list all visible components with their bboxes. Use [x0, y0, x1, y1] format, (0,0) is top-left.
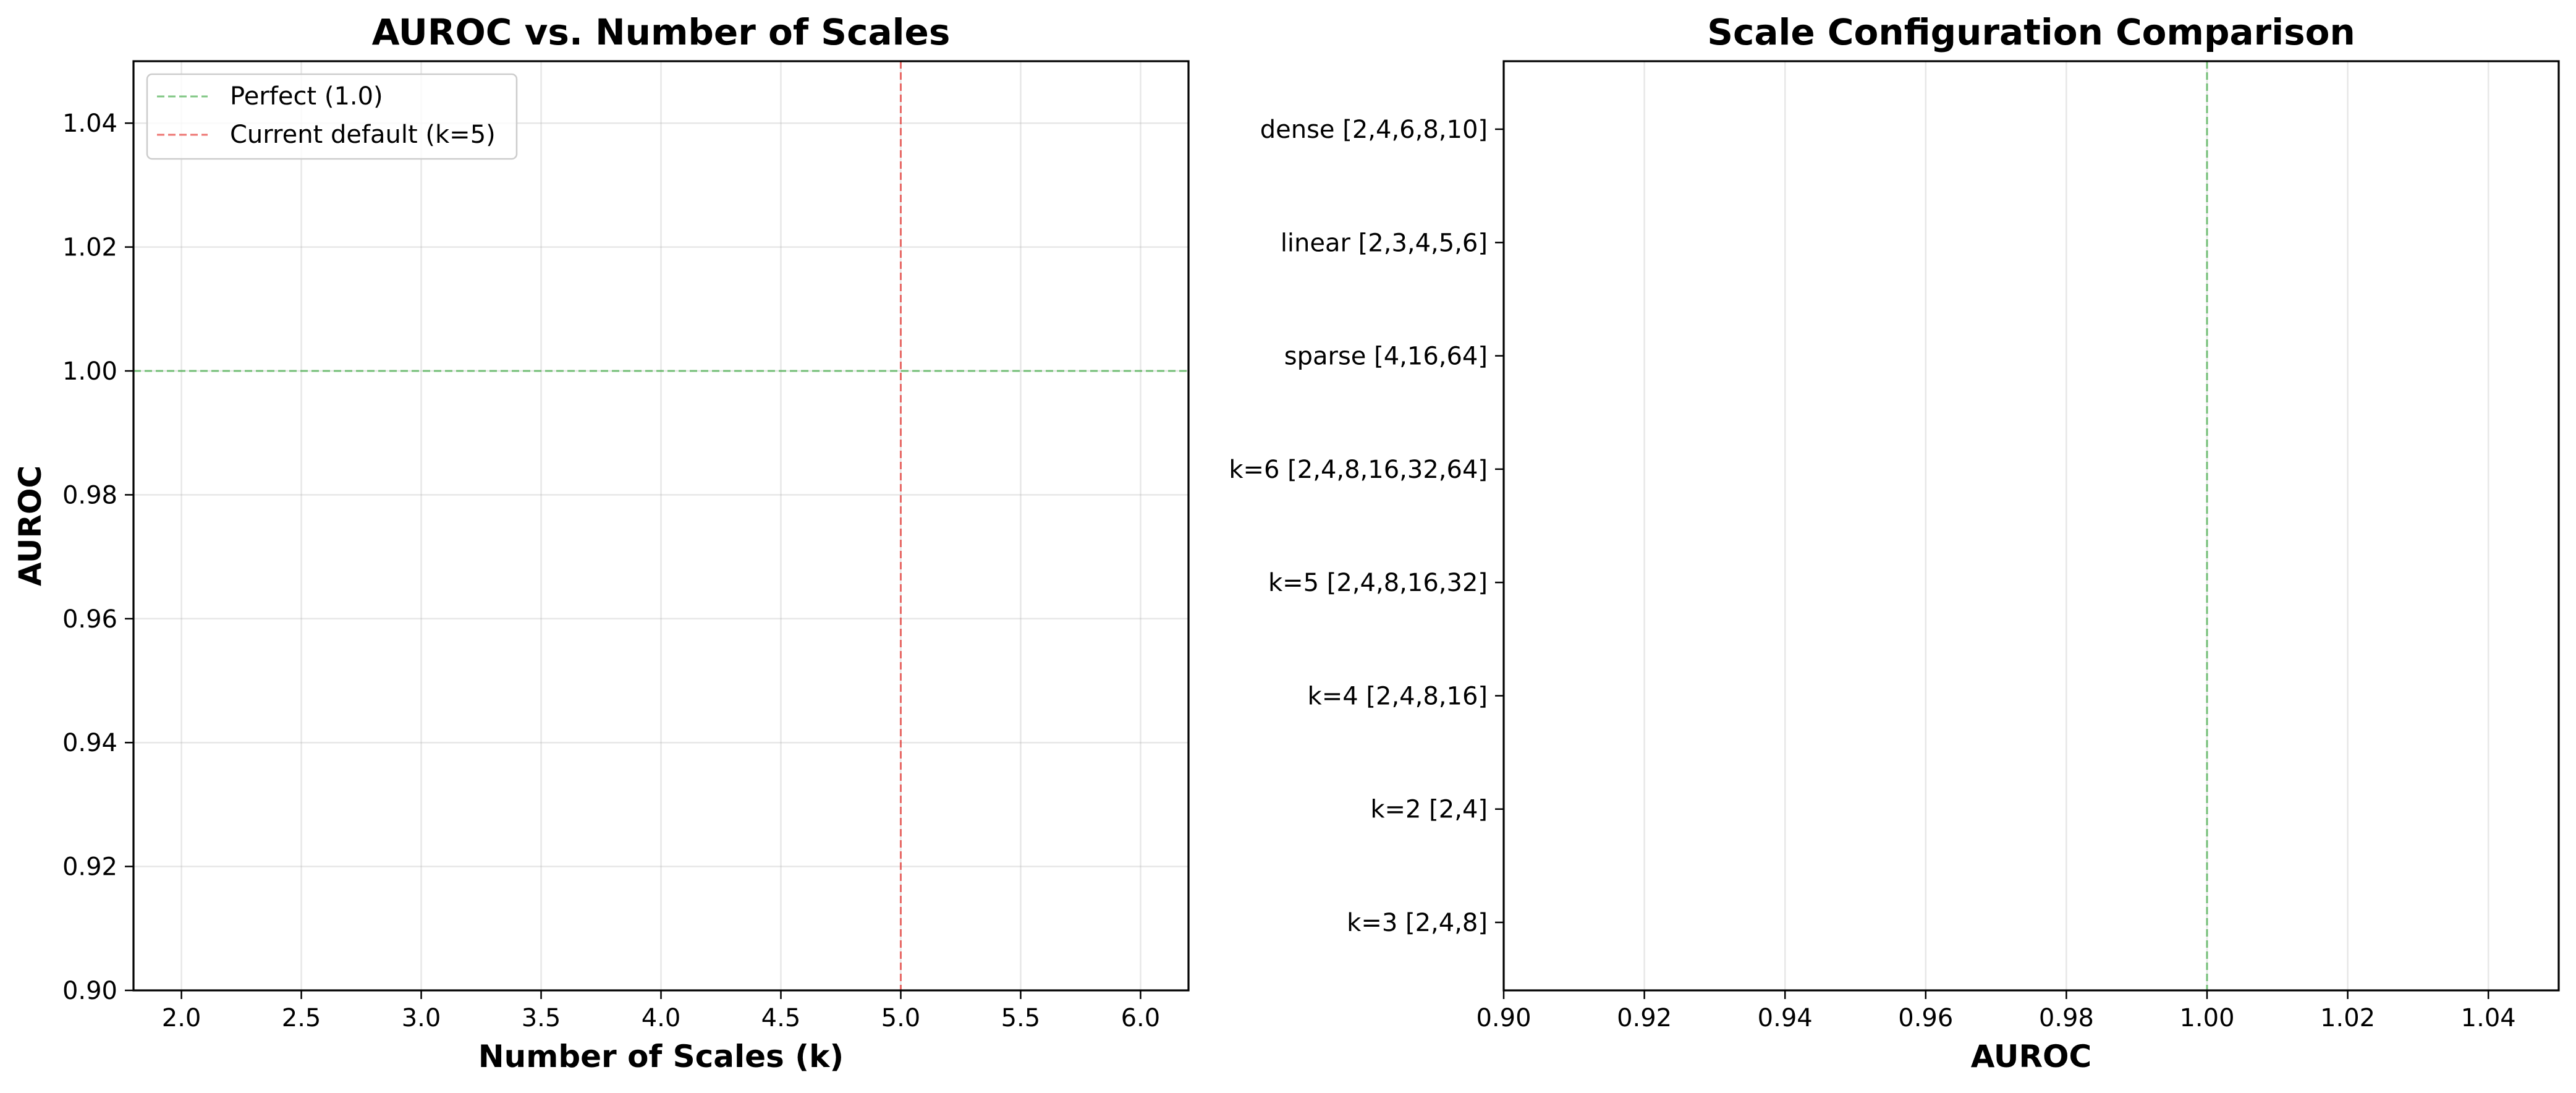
y-tick-label: 0.94 [62, 729, 117, 757]
x-tick-label: 5.0 [881, 1004, 921, 1032]
x-tick-label: 3.5 [522, 1004, 561, 1032]
x-tick-label: 0.96 [1898, 1004, 1953, 1032]
y-tick-label: 1.04 [62, 109, 117, 138]
x-axis-ticks: 2.0 2.5 3.0 3.5 4.0 4.5 5.0 5.5 6.0 [162, 990, 1160, 1032]
chart-title: AUROC vs. Number of Scales [372, 11, 951, 53]
y-tick-label: 0.98 [62, 481, 117, 509]
plot-area [1504, 61, 2559, 990]
y-tick-label: 1.00 [62, 357, 117, 386]
x-tick-label: 6.0 [1121, 1004, 1161, 1032]
y-tick-label: 0.92 [62, 853, 117, 882]
y-axis-ticks: 0.90 0.92 0.94 0.96 0.98 1.00 1.02 1.04 [62, 109, 133, 1005]
plot-area [133, 61, 1188, 990]
x-tick-label: 4.0 [642, 1004, 681, 1032]
category-label-k-5-2-4-8-16-32: k=5 [2,4,8,16,32] [1268, 569, 1488, 597]
category-label-k-6-2-4-8-16-32-64: k=6 [2,4,8,16,32,64] [1229, 456, 1488, 484]
category-label-dense-2-4-6-8-10: dense [2,4,6,8,10] [1260, 116, 1488, 144]
legend-label-perfect: Perfect (1.0) [230, 82, 383, 111]
category-label-k-2-2-4: k=2 [2,4] [1370, 796, 1488, 824]
category-label-k-4-2-4-8-16: k=4 [2,4,8,16] [1308, 682, 1488, 710]
x-tick-label: 4.5 [761, 1004, 801, 1032]
category-ticks: k=3 [2,4,8] k=2 [2,4] k=4 [2,4,8,16] k=5 [2… [1229, 116, 1504, 937]
reference-lines [133, 61, 1188, 990]
scale-configuration-chart: 0.90 0.92 0.94 0.96 0.98 1.00 1.02 1.04 k=3 [2,… [1229, 11, 2560, 1074]
chart-title: Scale Configuration Comparison [1707, 11, 2355, 53]
x-axis-label: AUROC [1971, 1039, 2091, 1074]
category-label-sparse-4-16-64: sparse [4,16,64] [1284, 342, 1488, 371]
x-axis-ticks: 0.90 0.92 0.94 0.96 0.98 1.00 1.02 1.04 [1476, 990, 2516, 1032]
category-label-linear-2-3-4-5-6: linear [2,3,4,5,6] [1281, 229, 1488, 257]
x-tick-label: 1.02 [2320, 1004, 2375, 1032]
x-tick-label: 0.92 [1617, 1004, 1672, 1032]
x-tick-label: 5.5 [1001, 1004, 1041, 1032]
grid [1502, 61, 2489, 990]
y-tick-label: 0.90 [62, 977, 117, 1005]
x-tick-label: 2.0 [162, 1004, 201, 1032]
x-axis-label: Number of Scales (k) [478, 1039, 844, 1074]
x-tick-label: 2.5 [282, 1004, 321, 1032]
axes-frame [1502, 60, 2560, 992]
x-tick-label: 0.90 [1476, 1004, 1531, 1032]
y-tick-label: 0.96 [62, 605, 117, 634]
legend-label-default: Current default (k=5) [230, 121, 496, 149]
category-label-k-3-2-4-8: k=3 [2,4,8] [1347, 909, 1488, 937]
x-tick-label: 1.00 [2179, 1004, 2234, 1032]
x-tick-label: 1.04 [2461, 1004, 2516, 1032]
legend: Perfect (1.0) Current default (k=5) [146, 73, 518, 160]
legend-box [146, 73, 518, 160]
y-axis-label: AUROC [12, 466, 48, 586]
y-tick-label: 1.02 [62, 234, 117, 262]
x-tick-label: 0.94 [1758, 1004, 1813, 1032]
x-tick-label: 0.98 [2039, 1004, 2094, 1032]
auroc-vs-scales-chart: 2.0 2.5 3.0 3.5 4.0 4.5 5.0 5.5 6.0 0.90 0.92 0.94… [12, 11, 1190, 1074]
x-tick-label: 3.0 [402, 1004, 441, 1032]
